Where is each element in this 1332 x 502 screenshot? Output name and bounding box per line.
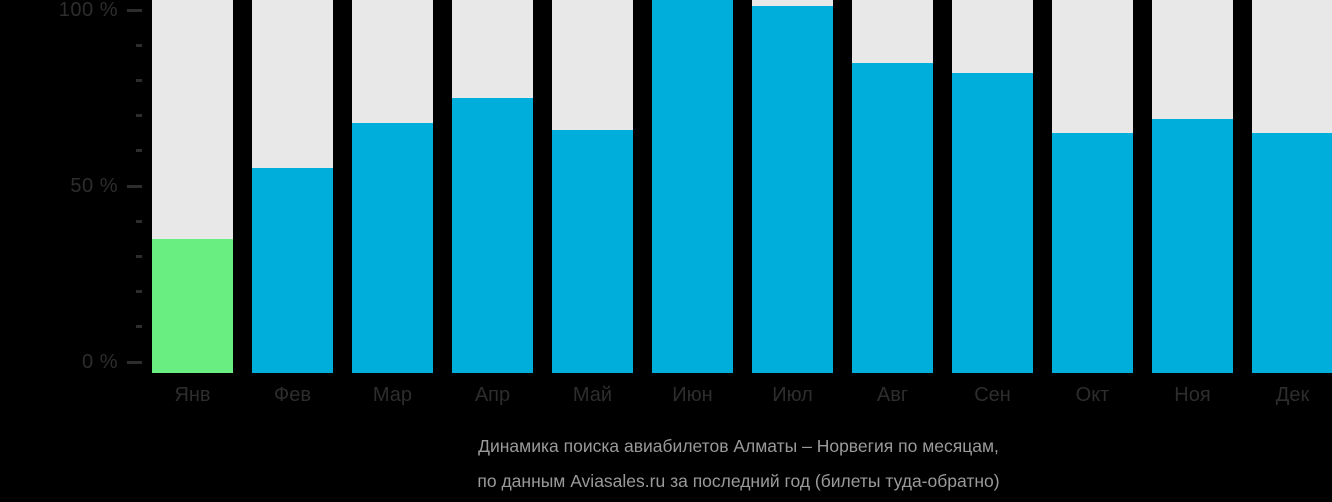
- bar-track: [1052, 0, 1133, 373]
- bar-fill-Дек: [1252, 133, 1332, 373]
- y-axis-minor-tick: [136, 290, 142, 294]
- bar-fill-Авг: [852, 62, 933, 373]
- y-axis-tick-label-0: 0 %: [82, 351, 118, 373]
- x-axis-label-Май: Май: [572, 384, 613, 406]
- bar-track: [752, 0, 833, 373]
- y-axis-tick-label-100: 100 %: [58, 0, 118, 21]
- bar-track: [852, 0, 933, 373]
- bar-fill-Ноя: [1152, 119, 1233, 373]
- bar-track: [452, 0, 533, 373]
- bar-fill-Май: [552, 129, 633, 373]
- bar-track: [252, 0, 333, 373]
- x-axis-label-Фев: Фев: [274, 384, 311, 406]
- bar-track: [152, 0, 233, 373]
- x-axis-label-Июн: Июн: [672, 384, 713, 406]
- bar-fill-Окт: [1052, 133, 1133, 373]
- bar-track: [652, 0, 733, 373]
- caption-line-1: Динамика поиска авиабилетов Алматы – Нор…: [478, 436, 999, 456]
- x-axis-label-Окт: Окт: [1075, 384, 1110, 406]
- y-axis-major-tick: [127, 8, 142, 12]
- bar-track: [352, 0, 433, 373]
- y-axis-minor-tick: [136, 78, 142, 82]
- y-axis-minor-tick: [136, 254, 142, 258]
- bar-fill-Апр: [452, 98, 533, 373]
- x-axis-label-Сен: Сен: [974, 384, 1011, 406]
- x-axis-label-Июл: Июл: [772, 384, 813, 406]
- bar-fill-Фев: [252, 168, 333, 373]
- bar-fill-Сен: [952, 73, 1033, 373]
- x-axis-label-Ноя: Ноя: [1174, 384, 1211, 406]
- y-axis-minor-tick: [136, 43, 142, 47]
- bar-fill-Июл: [752, 6, 833, 373]
- y-axis-minor-tick: [136, 149, 142, 153]
- bar-fill-Мар: [352, 122, 433, 373]
- x-axis-label-Авг: Авг: [876, 384, 909, 406]
- x-axis-label-Мар: Мар: [372, 384, 413, 406]
- y-axis-minor-tick: [136, 219, 142, 223]
- bar-track: [1252, 0, 1332, 373]
- y-axis-major-tick: [127, 360, 142, 364]
- x-axis-label-Янв: Янв: [174, 384, 211, 406]
- y-axis-major-tick: [127, 184, 142, 188]
- caption: Динамика поиска авиабилетов Алматы – Нор…: [145, 429, 1332, 499]
- bar-fill-Июн: [652, 0, 733, 373]
- bar-track: [552, 0, 633, 373]
- x-axis-label-Апр: Апр: [474, 384, 511, 406]
- bar-track: [952, 0, 1033, 373]
- y-axis-minor-tick: [136, 114, 142, 118]
- x-axis-label-Дек: Дек: [1275, 384, 1310, 406]
- y-axis-minor-tick: [136, 325, 142, 329]
- bar-track: [1152, 0, 1233, 373]
- y-axis-tick-label-50: 50 %: [70, 175, 118, 197]
- caption-line-2: по данным Aviasales.ru за последний год …: [477, 471, 1000, 491]
- plot-area: Янв Фев Мар Апр Май Июн Июл Авг Сен Окт Ноя Дек 100 …: [58, 0, 1332, 406]
- bar-fill-Янв: [152, 238, 233, 373]
